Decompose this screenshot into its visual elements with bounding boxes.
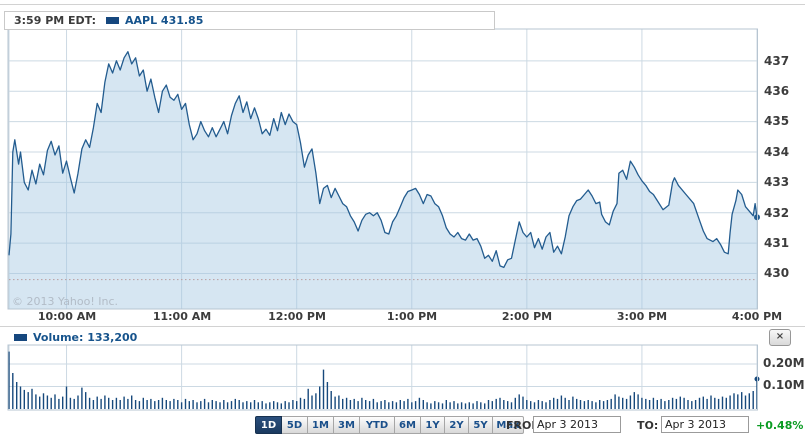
quote-time-label: 3:59 PM EDT:: [14, 14, 96, 27]
x-tick-2pm: 2:00 PM: [501, 310, 553, 323]
y-tick-433: 433: [764, 175, 790, 189]
range-button-5d[interactable]: 5D: [281, 416, 308, 434]
y-tick-434: 434: [764, 145, 790, 159]
range-button-1d[interactable]: 1D: [255, 416, 282, 434]
percent-change: +0.48%: [756, 419, 804, 432]
range-button-3m[interactable]: 3M: [333, 416, 360, 434]
y-tick-436: 436: [764, 84, 790, 98]
chart-range-toolbar: 1D 5D 1M 3M YTD 6M 1Y 2Y 5Y Max FROM: TO…: [0, 415, 805, 437]
pane-divider: [0, 326, 805, 327]
range-button-5y[interactable]: 5Y: [468, 416, 493, 434]
range-button-2y[interactable]: 2Y: [444, 416, 469, 434]
x-tick-1pm: 1:00 PM: [386, 310, 438, 323]
from-date-input[interactable]: [533, 416, 621, 433]
vol-tick-010: 0.10M: [763, 378, 805, 392]
close-icon: ×: [775, 331, 785, 342]
range-button-max[interactable]: Max: [492, 416, 524, 434]
symbol-last-price: AAPL 431.85: [124, 14, 204, 27]
volume-legend-text: Volume: 133,200: [33, 330, 138, 344]
to-date-input[interactable]: [661, 416, 749, 433]
x-tick-12pm: 12:00 PM: [268, 310, 326, 323]
x-tick-11am: 11:00 AM: [152, 310, 212, 323]
aapl-series-swatch-icon: [105, 17, 119, 24]
range-button-ytd[interactable]: YTD: [359, 416, 395, 434]
copyright-watermark: © 2013 Yahoo! Inc.: [12, 295, 119, 308]
y-tick-431: 431: [764, 236, 790, 250]
range-button-6m[interactable]: 6M: [394, 416, 421, 434]
x-tick-4pm: 4:00 PM: [731, 310, 783, 323]
range-button-group: 1D 5D 1M 3M YTD 6M 1Y 2Y 5Y Max: [255, 416, 524, 434]
volume-series-swatch-icon: [14, 333, 27, 341]
y-tick-430: 430: [764, 266, 790, 280]
range-button-1m[interactable]: 1M: [307, 416, 334, 434]
close-volume-pane-button[interactable]: ×: [769, 329, 791, 346]
range-button-1y[interactable]: 1Y: [420, 416, 445, 434]
y-tick-437: 437: [764, 54, 790, 68]
to-label: TO:: [637, 419, 659, 432]
x-tick-10am: 10:00 AM: [37, 310, 97, 323]
x-tick-3pm: 3:00 PM: [616, 310, 668, 323]
top-divider: [0, 4, 805, 5]
volume-legend: Volume: 133,200: [4, 329, 137, 345]
price-legend-box: 3:59 PM EDT: AAPL 431.85: [4, 11, 495, 30]
y-tick-432: 432: [764, 206, 790, 220]
vol-tick-020: 0.20M: [763, 356, 805, 370]
y-tick-435: 435: [764, 114, 790, 128]
